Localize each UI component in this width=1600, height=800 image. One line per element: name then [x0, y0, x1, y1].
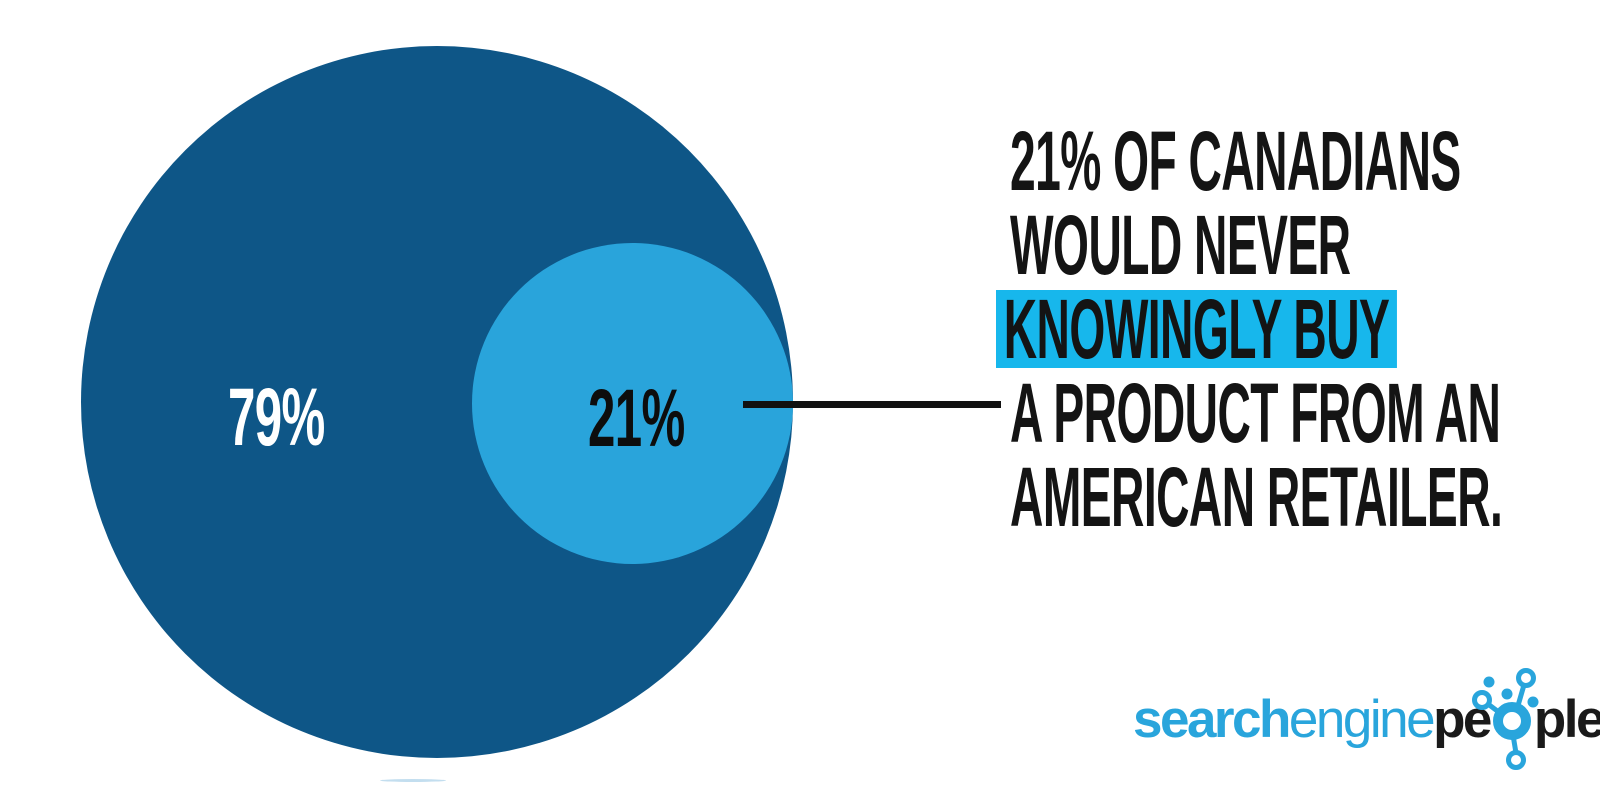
reflection-artifact — [380, 779, 446, 782]
statement-line-5: AMERICAN RETAILER. — [1010, 450, 1503, 544]
logo-text-search: search — [1133, 690, 1291, 749]
network-nodes-icon — [1471, 668, 1539, 770]
logo-text-engine: engine — [1288, 690, 1436, 749]
label-21-percent: 21% — [588, 373, 685, 464]
statement-line-2: WOULD NEVER — [1010, 198, 1351, 292]
brand-logo: search engine pe ple — [1133, 668, 1600, 770]
logo-text-pe: pe — [1433, 690, 1492, 749]
statement-line-3-highlighted: KNOWINGLY BUY — [996, 287, 1398, 371]
statement-block: 21% OF CANADIANS WOULD NEVER KNOWINGLY B… — [996, 114, 1600, 544]
connector-line — [743, 401, 1001, 408]
label-79-percent: 79% — [228, 372, 325, 463]
statement-line-4: A PRODUCT FROM AN — [1010, 366, 1501, 460]
logo-text-ple: ple — [1533, 690, 1600, 749]
statement-line-1: 21% OF CANADIANS — [1010, 114, 1461, 208]
circle-21-percent — [472, 243, 793, 564]
